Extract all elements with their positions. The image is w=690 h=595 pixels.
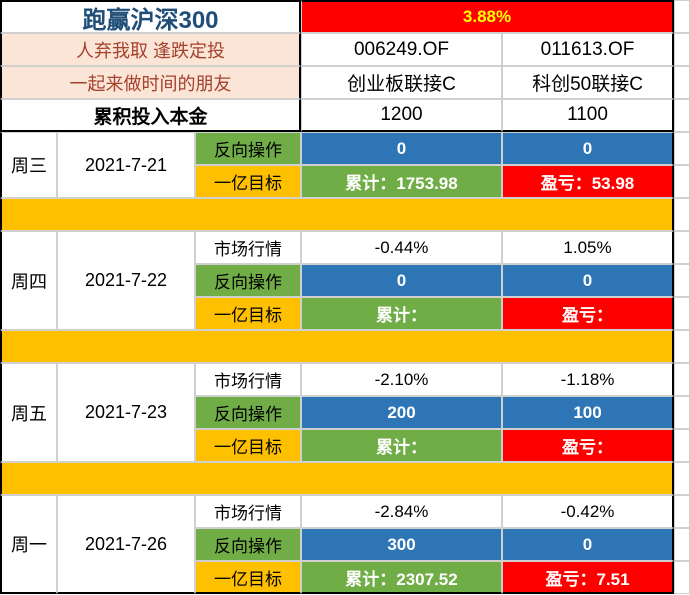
day-date: 2021-7-22 [57, 231, 195, 330]
empty-cell [674, 231, 690, 264]
reverse-label: 反向操作 [195, 132, 301, 165]
profit-loss: 盈亏：7.51 [502, 561, 674, 594]
target-label: 一亿目标 [195, 297, 301, 330]
day-name: 周三 [0, 132, 57, 198]
principal-2: 1100 [502, 99, 674, 132]
day-name: 周五 [0, 363, 57, 462]
target-label: 一亿目标 [195, 429, 301, 462]
spreadsheet: 跑赢沪深3003.88%人弃我取 逢跌定投006249.OF011613.OF 一… [0, 0, 690, 595]
reverse-1: 200 [301, 396, 502, 429]
empty-cell [674, 165, 690, 198]
profit-loss: 盈亏： [502, 429, 674, 462]
separator [0, 198, 674, 231]
empty-cell [674, 264, 690, 297]
day-date: 2021-7-21 [57, 132, 195, 198]
empty-cell [674, 198, 690, 231]
market-1: -2.84% [301, 495, 502, 528]
reverse-2: 0 [502, 132, 674, 165]
empty-cell [674, 429, 690, 462]
cumulative: 累计： [301, 297, 502, 330]
empty-cell [674, 396, 690, 429]
empty-cell [674, 66, 690, 99]
market-label: 市场行情 [195, 495, 301, 528]
day-date: 2021-7-26 [57, 495, 195, 594]
target-label: 一亿目标 [195, 561, 301, 594]
reverse-1: 300 [301, 528, 502, 561]
reverse-1: 0 [301, 132, 502, 165]
empty-cell [674, 0, 690, 33]
empty-cell [674, 363, 690, 396]
day-name: 周一 [0, 495, 57, 594]
fund2-name: 科创50联接C [502, 66, 674, 99]
subtitle-2: 一起来做时间的朋友 [0, 66, 301, 99]
reverse-label: 反向操作 [195, 528, 301, 561]
empty-cell [674, 528, 690, 561]
market-label: 市场行情 [195, 363, 301, 396]
day-date: 2021-7-23 [57, 363, 195, 462]
target-label: 一亿目标 [195, 165, 301, 198]
market-2: -0.42% [502, 495, 674, 528]
empty-cell [674, 297, 690, 330]
cumulative: 累计：1753.98 [301, 165, 502, 198]
reverse-label: 反向操作 [195, 396, 301, 429]
empty-cell [674, 495, 690, 528]
separator [0, 330, 674, 363]
principal-1: 1200 [301, 99, 502, 132]
reverse-1: 0 [301, 264, 502, 297]
cumulative: 累计：2307.52 [301, 561, 502, 594]
subtitle-1: 人弃我取 逢跌定投 [0, 33, 301, 66]
fund1-code: 006249.OF [301, 33, 502, 66]
fund1-name: 创业板联接C [301, 66, 502, 99]
empty-cell [674, 99, 690, 132]
reverse-2: 0 [502, 264, 674, 297]
empty-cell [674, 132, 690, 165]
profit-loss: 盈亏： [502, 297, 674, 330]
reverse-2: 100 [502, 396, 674, 429]
reverse-2: 0 [502, 528, 674, 561]
outperform-pct: 3.88% [301, 0, 674, 33]
market-2: 1.05% [502, 231, 674, 264]
separator [0, 462, 674, 495]
reverse-label: 反向操作 [195, 264, 301, 297]
profit-loss: 盈亏：53.98 [502, 165, 674, 198]
cumulative: 累计： [301, 429, 502, 462]
empty-cell [674, 561, 690, 594]
empty-cell [674, 462, 690, 495]
empty-cell [674, 330, 690, 363]
market-2: -1.18% [502, 363, 674, 396]
title: 跑赢沪深300 [0, 0, 301, 33]
day-name: 周四 [0, 231, 57, 330]
market-1: -2.10% [301, 363, 502, 396]
market-1: -0.44% [301, 231, 502, 264]
market-label: 市场行情 [195, 231, 301, 264]
fund2-code: 011613.OF [502, 33, 674, 66]
principal-label: 累积投入本金 [0, 99, 301, 132]
empty-cell [674, 33, 690, 66]
